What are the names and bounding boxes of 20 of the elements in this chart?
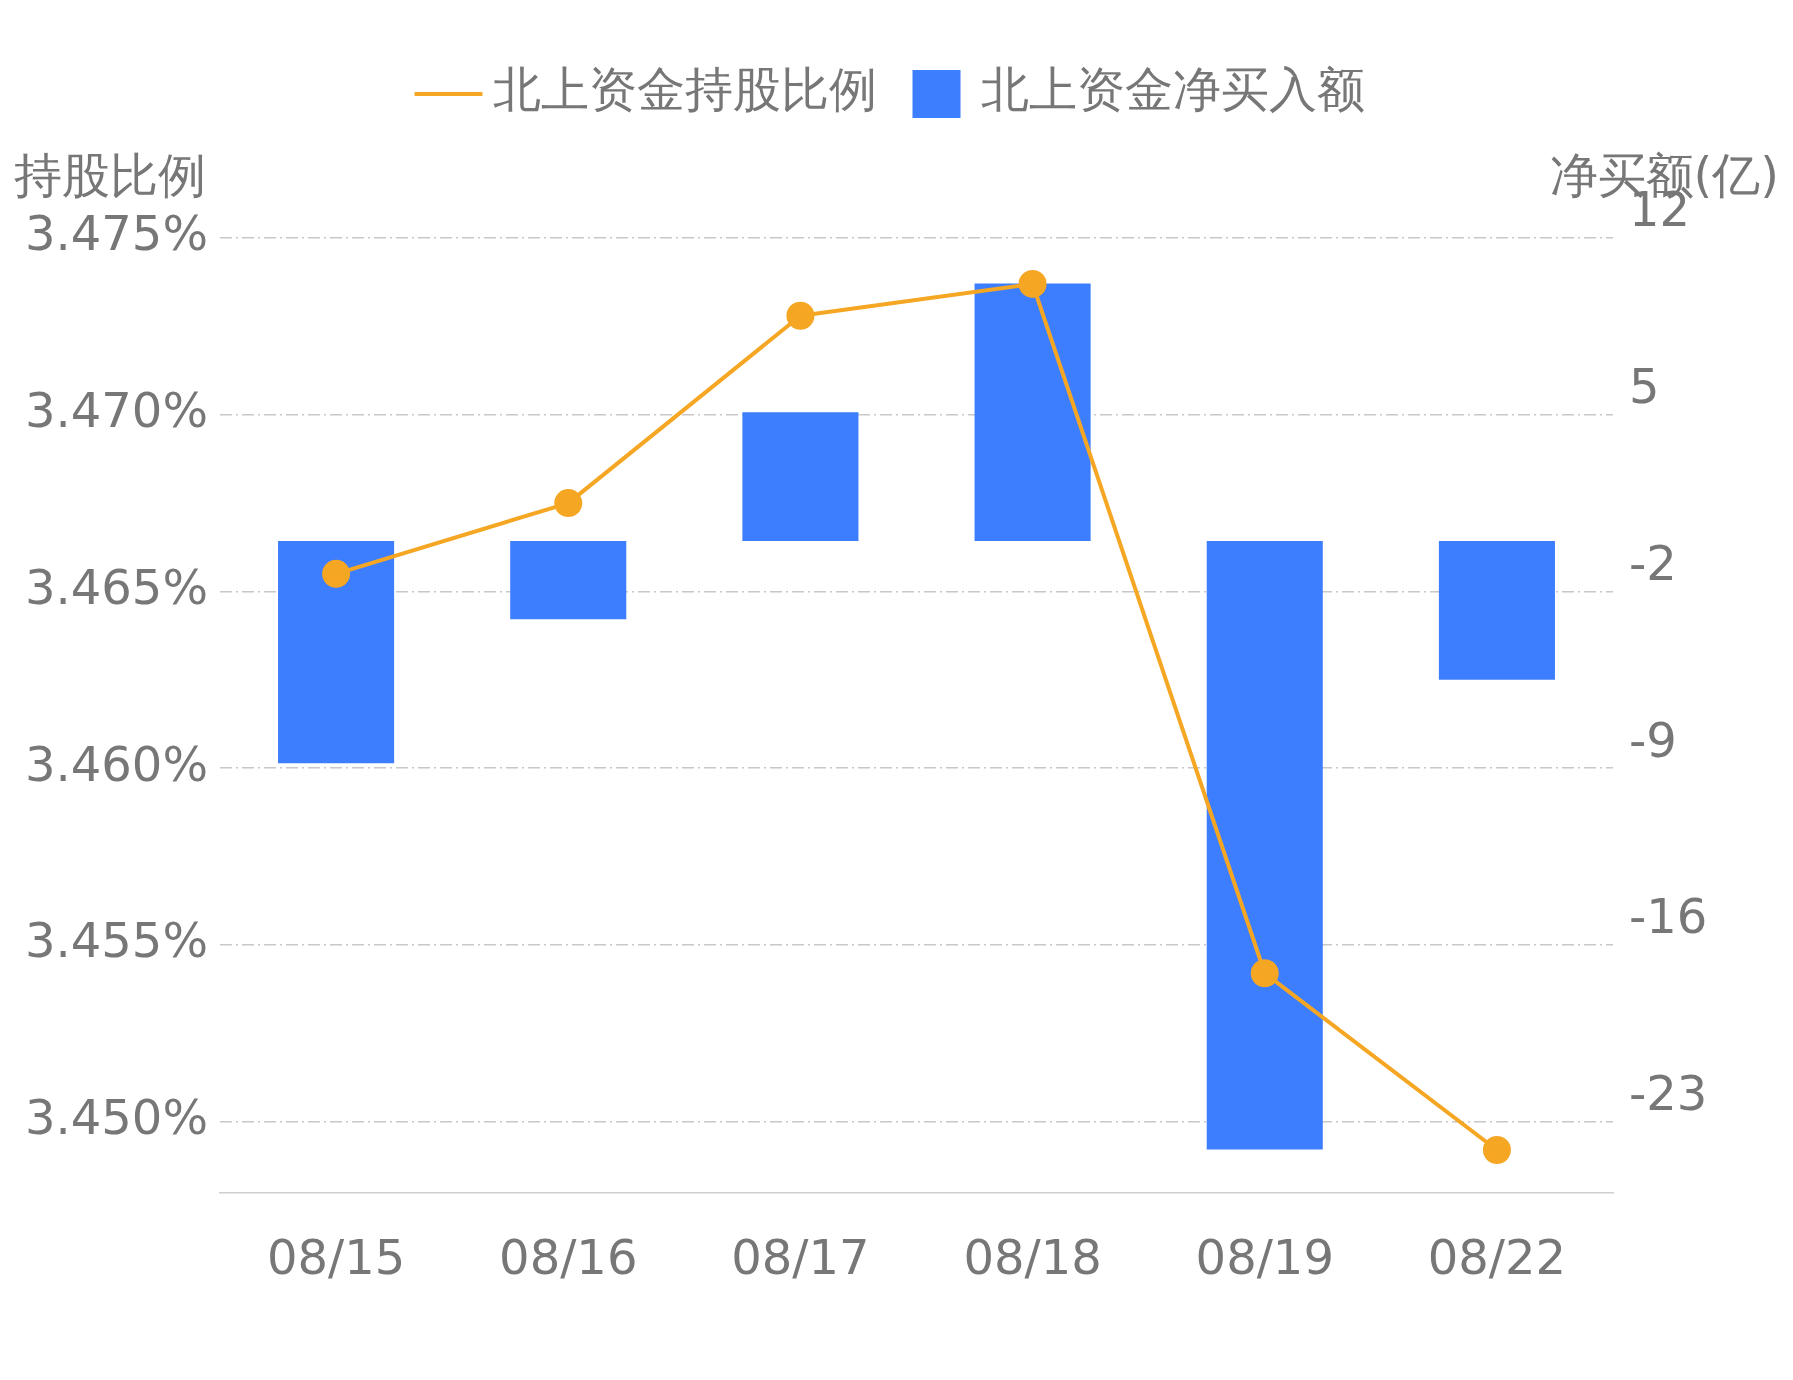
legend-label: 北上资金持股比例 <box>492 61 877 118</box>
y-tick-label: 3.475% <box>24 205 208 262</box>
y2-tick-label: -23 <box>1629 1065 1708 1122</box>
y2-tick-label: -16 <box>1629 888 1708 945</box>
x-tick-label: 08/18 <box>963 1228 1102 1285</box>
y-tick-label: 3.470% <box>24 382 208 439</box>
x-tick-label: 08/16 <box>499 1228 638 1285</box>
y-tick-label: 3.465% <box>24 558 208 615</box>
legend-label: 北上资金净买入额 <box>980 61 1365 118</box>
x-tick-label: 08/15 <box>266 1228 406 1285</box>
x-tick-label: 08/22 <box>1427 1228 1567 1285</box>
y2-tick-label: 5 <box>1629 358 1660 415</box>
y-tick-label: 3.460% <box>24 735 208 792</box>
y-tick-label: 3.450% <box>24 1089 208 1146</box>
x-tick-label: 08/17 <box>731 1228 870 1285</box>
x-tick-label: 08/19 <box>1195 1228 1334 1285</box>
y-axis-title: 持股比例 <box>14 147 206 204</box>
y2-tick-label: -2 <box>1629 534 1677 591</box>
y2-tick-label: -9 <box>1629 711 1677 768</box>
y-tick-label: 3.455% <box>24 912 208 969</box>
